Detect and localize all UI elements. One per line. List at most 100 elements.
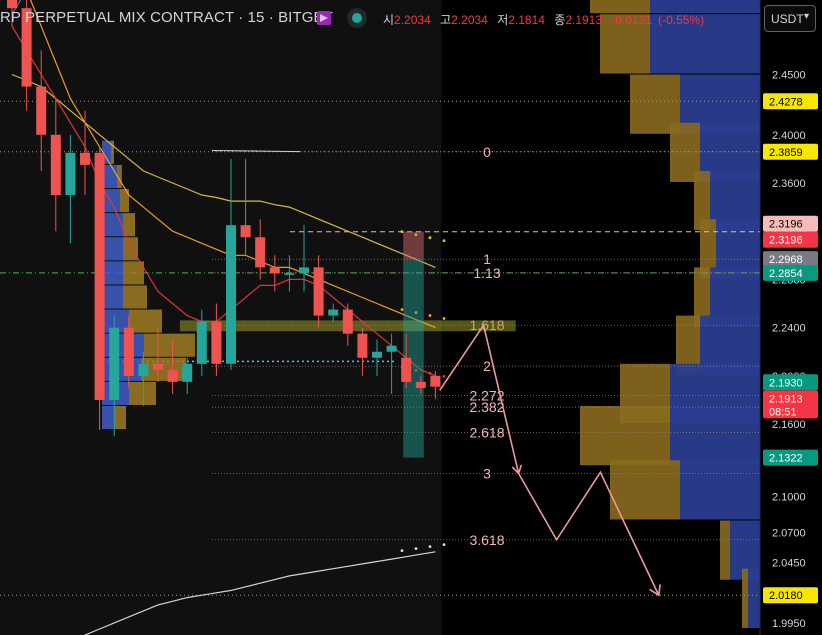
volume-profile-session-gold	[117, 164, 122, 189]
volume-profile-right-gold	[600, 14, 650, 74]
price-tick-label: 2.2400	[772, 323, 806, 335]
volume-profile-session-blue	[102, 164, 117, 189]
volume-profile-right-gold	[742, 568, 748, 628]
moving-average-projection-dot	[428, 236, 432, 240]
volume-profile-session-blue	[102, 261, 123, 285]
close-value: 2.1913	[565, 13, 603, 27]
volume-profile-session-gold	[123, 261, 144, 285]
fib-level-label: 1.13	[473, 265, 500, 281]
candle-body	[123, 327, 134, 376]
position-box[interactable]	[403, 231, 424, 458]
symbol-title[interactable]: RP PERPETUAL MIX CONTRACT · 15 · BITGET	[0, 9, 333, 26]
volume-profile-session-gold	[144, 333, 195, 357]
candle-body	[299, 267, 309, 274]
price-tick-label: 2.4000	[772, 130, 806, 142]
candle-body	[109, 327, 120, 400]
moving-average-projection-dot	[428, 314, 432, 317]
change-percent: (-0.55%)	[658, 13, 705, 27]
candles	[7, 0, 441, 437]
candle-body	[386, 345, 397, 352]
volume-profile-right-gold	[610, 460, 680, 520]
volume-profile-session-blue	[102, 333, 144, 357]
chevron-down-icon: ▾	[803, 11, 809, 22]
price-label-value: 2.4278	[769, 96, 803, 108]
candle-body	[226, 225, 236, 364]
moving-average-line	[11, 73, 436, 268]
fib-anchor-line	[211, 149, 301, 153]
price-label-box	[763, 93, 818, 110]
price-tick-label: 2.0700	[772, 528, 806, 540]
volume-profile-right-gold	[590, 0, 650, 14]
fib-level-label: 1	[483, 251, 491, 267]
price-label-value: 2.1322	[769, 453, 803, 465]
open-label: 시	[383, 13, 395, 27]
candle-body	[401, 357, 412, 382]
price-label-value: 2.3196	[769, 219, 803, 231]
volume-profile-session-blue	[102, 140, 111, 164]
volume-profile-session-blue	[102, 405, 114, 430]
price-tick-label: 2.4500	[772, 70, 806, 82]
volume-profile-right-gold	[580, 405, 670, 466]
volume-profile-session-gold	[123, 237, 138, 261]
candle-body	[415, 381, 426, 388]
price-tick-label: 2.1600	[772, 419, 806, 431]
fib-level-label: 2.618	[469, 425, 504, 441]
volume-profile-right-gold	[720, 520, 730, 580]
volume-profile-right-blue	[650, 0, 760, 14]
currency-button[interactable]: USDT ▾	[764, 5, 816, 32]
moving-average-projection-dot	[442, 543, 446, 547]
price-label-box	[763, 390, 818, 419]
price-label-value: 2.2968	[769, 254, 803, 266]
price-label-value: 2.1930	[769, 377, 803, 389]
volume-profile-right-blue	[670, 405, 760, 466]
moving-average-line	[83, 551, 436, 635]
moving-average-projection-dot	[414, 233, 418, 237]
position-target-zone[interactable]	[403, 259, 424, 458]
candle-body	[342, 309, 353, 334]
candle-body	[284, 273, 295, 275]
position-stop-zone[interactable]	[403, 231, 424, 260]
moving-average-projection-dot	[442, 239, 446, 243]
price-label-value: 2.0180	[769, 590, 803, 602]
high-value: 2.2034	[451, 13, 488, 27]
volume-profile-session-blue	[102, 285, 123, 309]
volume-profile-session-blue	[102, 213, 123, 237]
change-value: -0.0121	[611, 13, 653, 27]
fib-level-label: 2	[483, 358, 491, 374]
volume-profile-session-gold	[129, 381, 156, 405]
flag-icon[interactable]	[317, 11, 331, 25]
candle-body	[313, 267, 324, 316]
volume-profile-right-blue	[680, 460, 760, 520]
candle-body	[182, 363, 193, 382]
moving-average-projection-dot	[428, 545, 432, 549]
candle-body	[65, 152, 76, 196]
moving-average-line	[29, 0, 436, 329]
volume-profile-right-blue	[748, 568, 760, 628]
volume-profile-right-blue	[650, 14, 760, 74]
volume-profile-right-gold	[700, 219, 716, 279]
low-label: 저	[497, 13, 509, 27]
projection-arrow-path[interactable]	[439, 323, 660, 596]
price-axis[interactable]: 2.45002.40002.36002.32002.28002.24002.20…	[759, 0, 822, 635]
fib-level-label: 3.618	[469, 532, 504, 548]
market-status-icon[interactable]	[347, 8, 367, 28]
price-label-box	[763, 143, 818, 160]
volume-profile-session-gold	[120, 189, 129, 213]
projection-mid-arrowhead	[511, 464, 523, 475]
moving-average-projection-dot	[414, 369, 418, 372]
candle-body	[196, 321, 207, 364]
moving-average-projection-dot	[400, 308, 404, 311]
projection-path[interactable]	[439, 323, 661, 597]
candle-body	[36, 86, 47, 135]
price-tick-label: 2.0450	[772, 558, 806, 570]
candle-body	[430, 375, 441, 387]
volume-profile-session-blue	[102, 309, 129, 333]
price-label-value: 2.2854	[769, 268, 803, 280]
price-label-box	[763, 374, 818, 391]
volume-profile-session-gold	[129, 309, 162, 333]
volume-profile-session	[102, 140, 195, 430]
high-label: 고	[440, 13, 452, 27]
fib-level-label: 3	[483, 465, 491, 481]
